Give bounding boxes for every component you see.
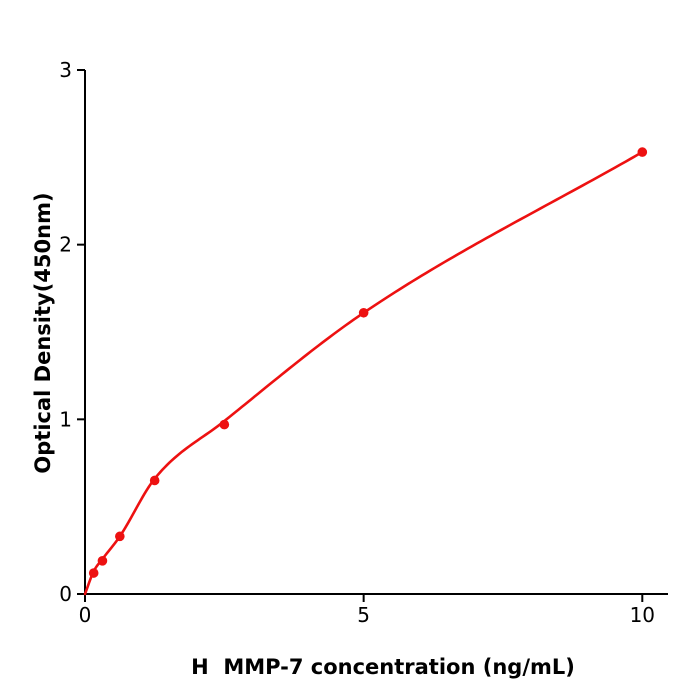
data-point — [219, 419, 230, 430]
x-tick-label: 10 — [630, 603, 655, 627]
data-point — [88, 568, 99, 578]
x-axis-label: H MMP-7 concentration (ng/mL) — [191, 655, 575, 679]
y-axis-label: Optical Density(450nm) — [31, 192, 55, 474]
data-point — [637, 147, 648, 157]
x-tick-label: 0 — [79, 603, 92, 627]
y-tick-label: 3 — [59, 58, 72, 82]
data-point — [358, 307, 369, 318]
x-tick-label: 5 — [357, 603, 370, 627]
data-point — [97, 556, 108, 566]
fit-curve — [83, 150, 644, 596]
data-point — [115, 531, 125, 542]
data-point — [149, 475, 160, 486]
y-tick-label: 2 — [59, 233, 72, 257]
y-tick-label: 1 — [59, 407, 72, 431]
y-tick-label: 0 — [59, 582, 72, 606]
